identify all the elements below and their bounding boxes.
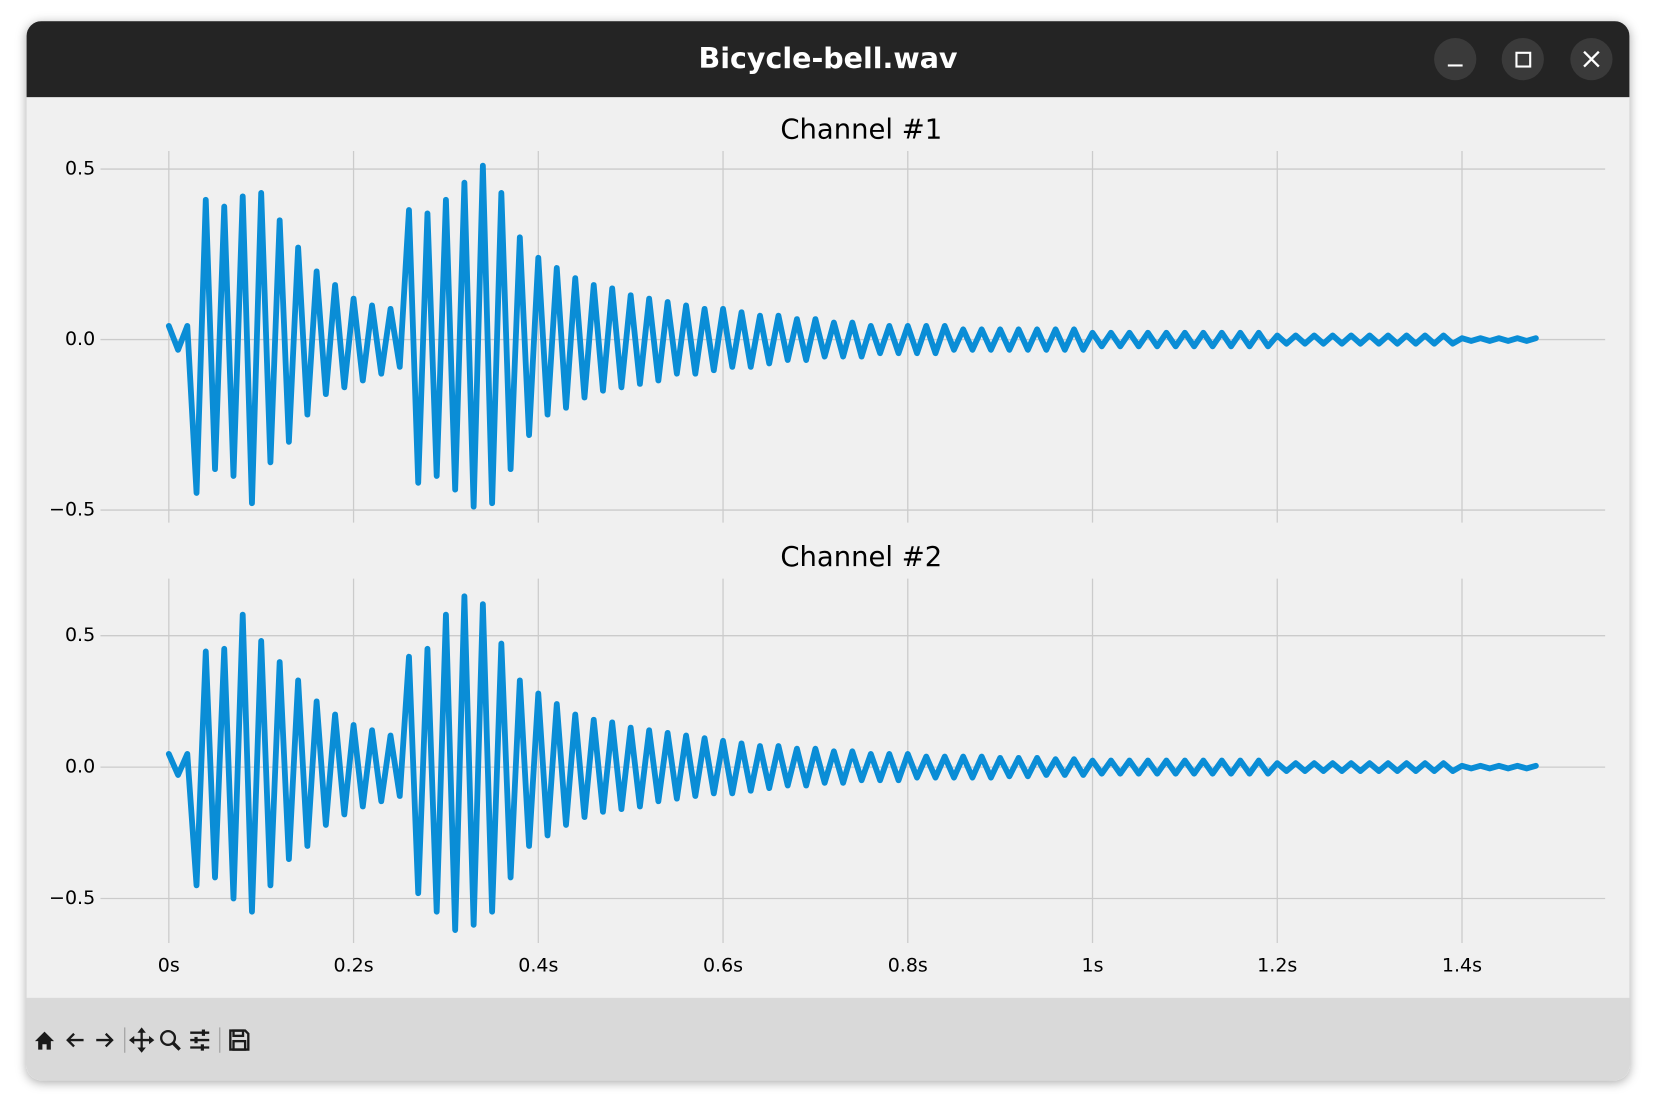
y-tick-label: −0.5 bbox=[49, 499, 95, 521]
y-tick-label: 0.0 bbox=[65, 328, 95, 350]
pan-button[interactable] bbox=[128, 1027, 155, 1053]
waveform bbox=[165, 162, 1539, 510]
x-tick-label: 1.2s bbox=[1257, 955, 1297, 977]
back-button[interactable] bbox=[66, 1032, 84, 1048]
chart-title: Channel #1 bbox=[780, 114, 942, 145]
maximize-button[interactable] bbox=[1501, 38, 1544, 81]
forward-button[interactable] bbox=[96, 1032, 114, 1048]
x-tick-label: 0.2s bbox=[333, 955, 373, 977]
x-tick-label: 0s bbox=[158, 955, 180, 977]
window-title: Bicycle-bell.wav bbox=[698, 42, 957, 75]
x-tick-label: 0.8s bbox=[888, 955, 928, 977]
chart-title: Channel #2 bbox=[780, 542, 942, 573]
y-tick-label: −0.5 bbox=[49, 887, 95, 909]
configure-button[interactable] bbox=[190, 1029, 210, 1051]
save-button[interactable] bbox=[229, 1029, 250, 1051]
y-tick-label: 0.5 bbox=[65, 158, 95, 180]
title-bar bbox=[26, 21, 1630, 98]
minimize-button[interactable] bbox=[1434, 38, 1477, 81]
waveform bbox=[165, 593, 1539, 933]
home-button[interactable] bbox=[35, 1031, 55, 1050]
close-button[interactable] bbox=[1570, 38, 1613, 81]
x-tick-label: 1.4s bbox=[1442, 955, 1482, 977]
y-tick-label: 0.5 bbox=[65, 624, 95, 646]
x-tick-label: 0.4s bbox=[518, 955, 558, 977]
y-tick-label: 0.0 bbox=[65, 756, 95, 778]
x-tick-label: 1s bbox=[1082, 955, 1104, 977]
zoom-button[interactable] bbox=[160, 1029, 181, 1051]
x-tick-label: 0.6s bbox=[703, 955, 743, 977]
toolbar bbox=[26, 997, 1630, 1081]
